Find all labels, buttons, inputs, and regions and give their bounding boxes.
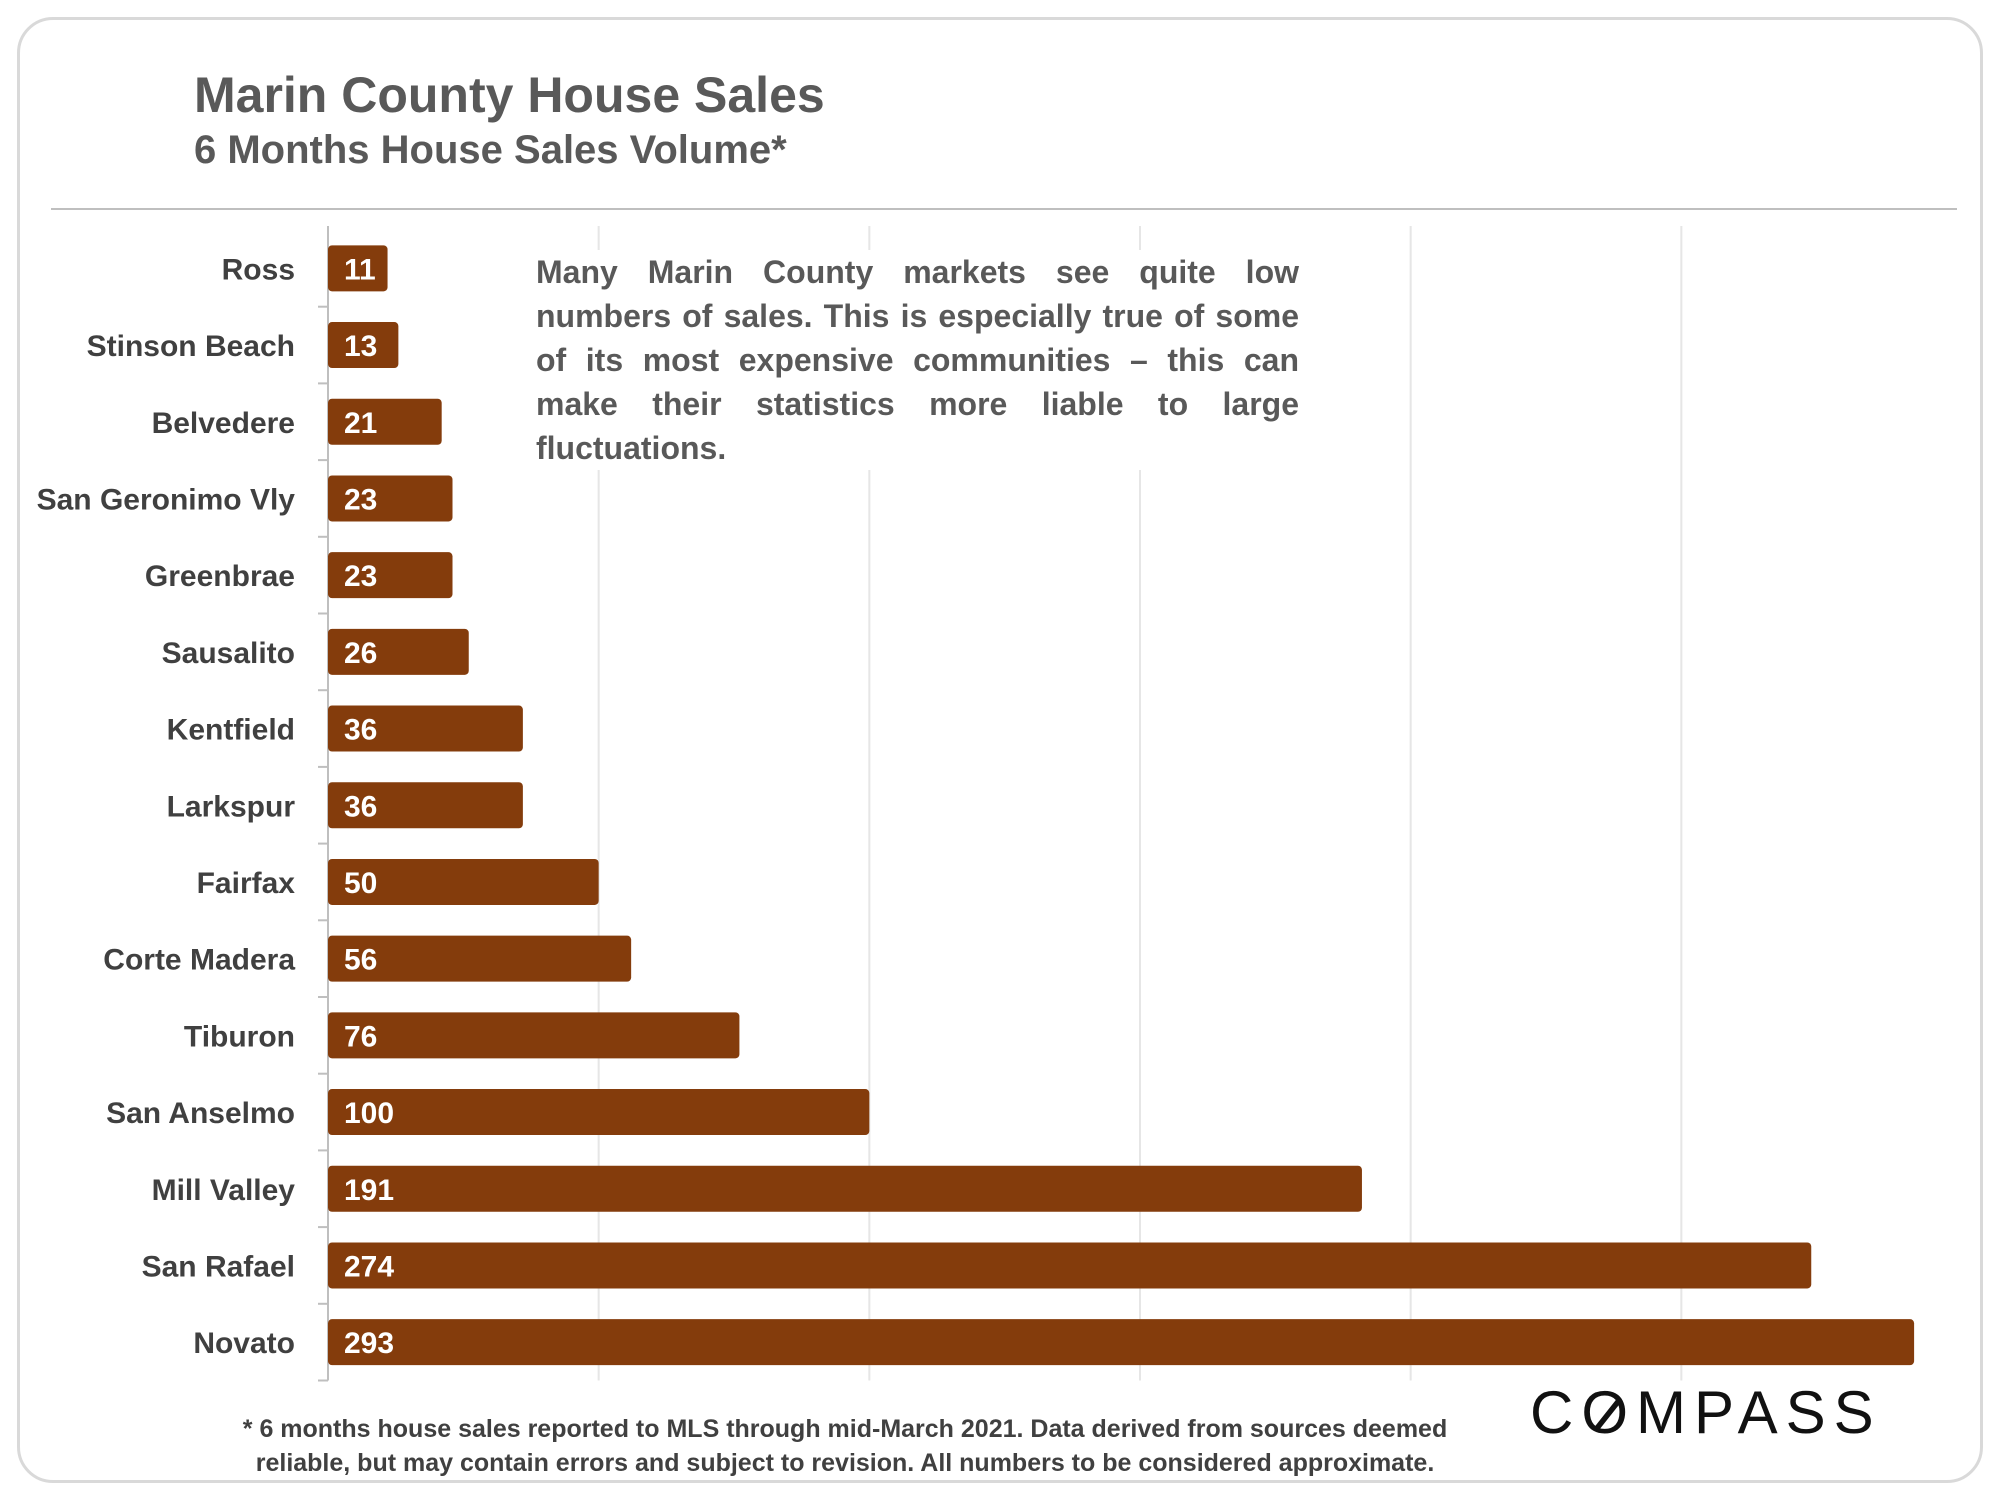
footnote-line-1: * 6 months house sales reported to MLS t… xyxy=(242,1415,1448,1443)
logo-text-end: MPASS xyxy=(1636,1379,1882,1446)
bar-value-label: 36 xyxy=(344,714,377,747)
category-label: San Rafael xyxy=(142,1250,295,1283)
bar-value-label: 100 xyxy=(344,1097,394,1130)
category-label: Mill Valley xyxy=(152,1174,296,1207)
footnote: * 6 months house sales reported to MLS t… xyxy=(240,1412,1450,1480)
logo-o-glyph: O xyxy=(1581,1379,1636,1446)
bar xyxy=(328,475,453,522)
bar-value-label: 23 xyxy=(344,560,377,593)
bar xyxy=(328,935,632,982)
category-label: Stinson Beach xyxy=(87,330,295,363)
bar-value-label: 274 xyxy=(344,1250,394,1283)
category-label: Corte Madera xyxy=(103,944,295,977)
bar-value-label: 26 xyxy=(344,637,377,670)
bar-value-label: 293 xyxy=(344,1327,394,1360)
logo-text-start: C xyxy=(1530,1379,1582,1446)
bar xyxy=(328,552,453,599)
bar-value-label: 76 xyxy=(344,1020,377,1053)
category-label: Tiburon xyxy=(184,1020,295,1053)
bar xyxy=(328,858,599,905)
footnote-line-2: reliable, but may contain errors and sub… xyxy=(255,1449,1435,1477)
bar-value-label: 50 xyxy=(344,867,377,900)
bar xyxy=(328,1165,1362,1212)
category-label: Larkspur xyxy=(167,790,296,823)
bar-value-label: 36 xyxy=(344,790,377,823)
bar xyxy=(328,628,469,675)
chart-title: Marin County House Sales xyxy=(194,67,825,123)
bar-value-label: 56 xyxy=(344,944,377,977)
bar xyxy=(328,322,399,369)
bar xyxy=(328,782,523,829)
category-label: Kentfield xyxy=(167,714,295,747)
bar-value-label: 13 xyxy=(344,330,377,363)
bar xyxy=(328,1242,1812,1289)
category-label: Sausalito xyxy=(162,637,295,670)
compass-logo: COMPASS xyxy=(1530,1378,1882,1447)
category-label: San Geronimo Vly xyxy=(37,483,296,516)
bar-value-label: 191 xyxy=(344,1174,394,1207)
category-label: Fairfax xyxy=(197,867,296,900)
logo-o: O xyxy=(1581,1378,1636,1447)
bar xyxy=(328,705,523,752)
category-label: Belvedere xyxy=(152,407,295,440)
header-divider xyxy=(51,208,1957,210)
bar-value-label: 21 xyxy=(344,407,377,440)
bar xyxy=(328,398,442,445)
category-label: Greenbrae xyxy=(145,560,295,593)
bar xyxy=(328,1012,740,1059)
category-label: San Anselmo xyxy=(106,1097,295,1130)
category-label: Ross xyxy=(222,253,295,286)
chart-subtitle: 6 Months House Sales Volume* xyxy=(194,128,787,172)
bar-value-label: 23 xyxy=(344,483,377,516)
bar xyxy=(328,1089,870,1136)
bar-value-label: 11 xyxy=(344,253,376,286)
compass-needle-icon xyxy=(1594,1396,1623,1432)
bar xyxy=(328,1319,1915,1366)
category-label: Novato xyxy=(193,1327,295,1360)
bar xyxy=(328,245,388,292)
chart-annotation: Many Marin County markets see quite low … xyxy=(530,250,1305,470)
